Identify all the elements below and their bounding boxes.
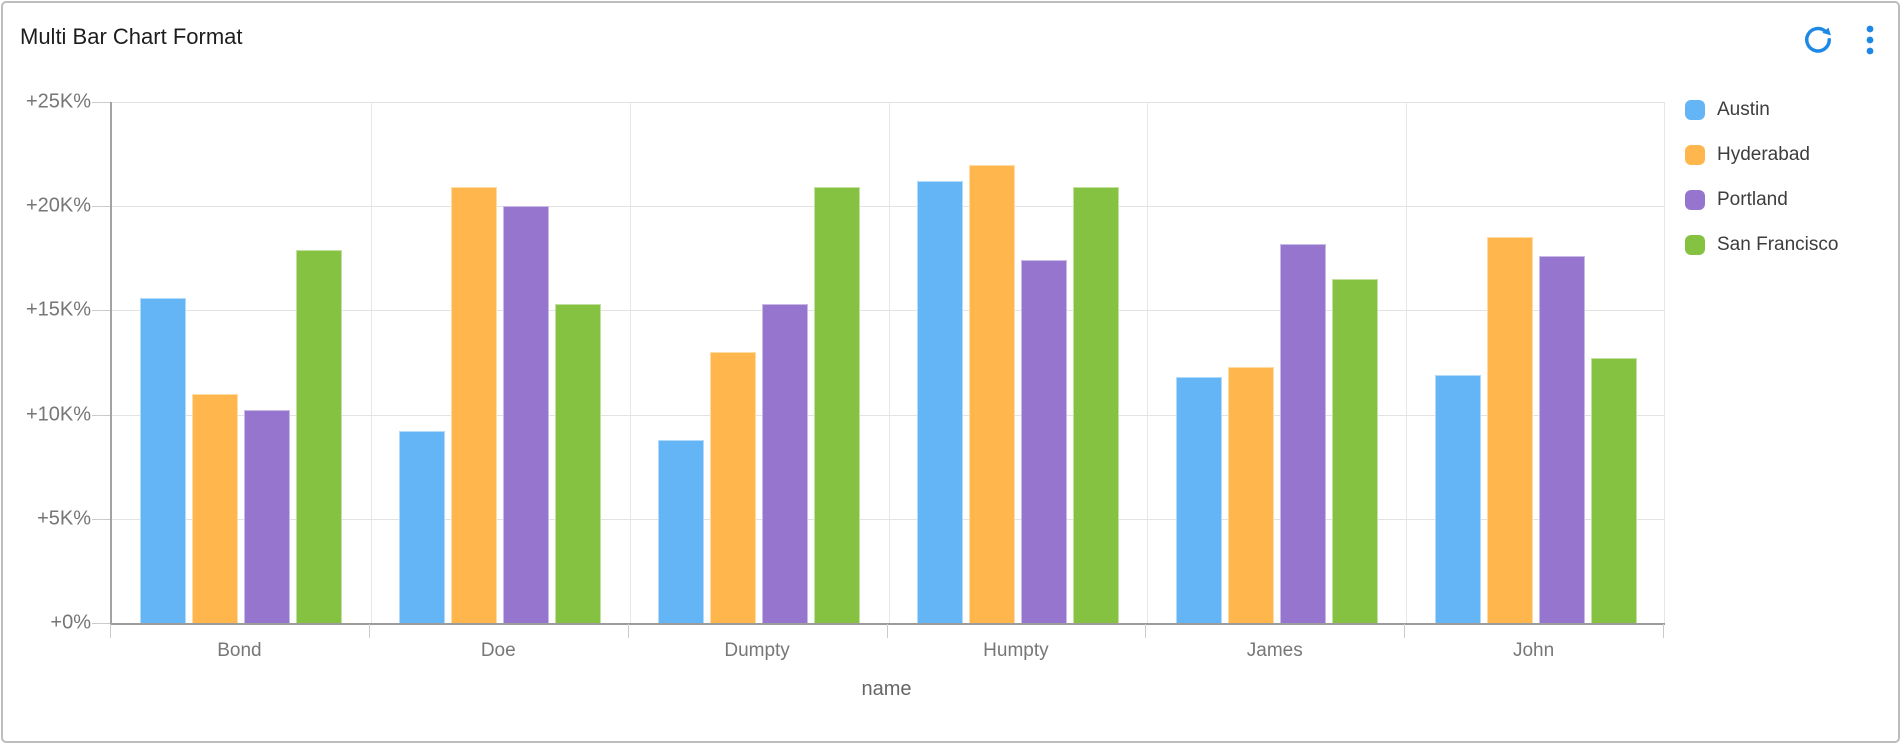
bar-san-francisco-doe[interactable] <box>555 304 602 623</box>
bar-hyderabad-doe[interactable] <box>451 187 498 623</box>
bar-portland-james[interactable] <box>1279 243 1326 623</box>
category-split-line <box>1147 102 1149 623</box>
y-axis-tick-label: +20K% <box>25 194 91 217</box>
bar-group-bond <box>112 102 371 623</box>
bar-san-francisco-james[interactable] <box>1331 279 1378 623</box>
bar-portland-doe[interactable] <box>503 206 550 623</box>
category-split-line <box>1406 102 1408 623</box>
y-axis-tick-label: +5K% <box>37 507 91 530</box>
x-axis-category-label: John <box>1512 640 1555 661</box>
x-axis-category-label: James <box>1246 640 1303 661</box>
bar-san-francisco-bond[interactable] <box>296 249 343 623</box>
x-axis-title: name <box>861 678 912 700</box>
refresh-icon <box>1805 26 1831 53</box>
bar-portland-john[interactable] <box>1538 256 1585 623</box>
x-axis-tick <box>1404 624 1406 638</box>
bar-group-dumpty <box>630 102 889 623</box>
bar-hyderabad-humpty[interactable] <box>968 164 1015 623</box>
kebab-menu-icon <box>1866 25 1874 55</box>
legend: Austin Hyderabad Portland San Francisco <box>1685 99 1838 279</box>
bar-group-doe <box>371 102 630 623</box>
bar-hyderabad-bond[interactable] <box>192 393 239 623</box>
x-axis-category-label: Dumpty <box>724 640 790 661</box>
bar-portland-humpty[interactable] <box>1020 260 1067 623</box>
bar-austin-john[interactable] <box>1434 375 1481 623</box>
legend-label: San Francisco <box>1717 234 1839 255</box>
x-axis-tick <box>1663 624 1664 638</box>
x-axis-tick <box>627 624 629 638</box>
bar-portland-dumpty[interactable] <box>762 304 809 623</box>
bar-group-john <box>1406 102 1665 623</box>
bar-austin-dumpty[interactable] <box>658 439 705 623</box>
category-split-line <box>888 102 890 623</box>
x-axis-category-label: Humpty <box>983 640 1049 661</box>
y-axis-tick-label: +10K% <box>25 403 91 426</box>
legend-swatch-icon <box>1685 100 1705 120</box>
y-axis-tick <box>92 310 110 312</box>
category-split-line <box>370 102 372 623</box>
category-split-line <box>1664 102 1665 623</box>
y-axis-tick <box>92 623 110 624</box>
bar-san-francisco-dumpty[interactable] <box>814 187 861 623</box>
more-options-button[interactable] <box>1855 20 1885 60</box>
bar-hyderabad-james[interactable] <box>1227 366 1274 623</box>
legend-label: Austin <box>1717 99 1770 120</box>
x-axis-category-label: Doe <box>480 640 516 661</box>
x-axis-tick <box>368 624 370 638</box>
bar-austin-james[interactable] <box>1175 377 1222 623</box>
x-axis-tick <box>110 624 111 638</box>
y-axis-tick <box>92 518 110 520</box>
legend-label: Portland <box>1717 189 1788 210</box>
y-axis-tick <box>92 102 110 103</box>
bar-san-francisco-john[interactable] <box>1590 358 1637 623</box>
bar-austin-humpty[interactable] <box>916 181 963 623</box>
y-axis-tick-label: +0% <box>50 611 91 634</box>
legend-swatch-icon <box>1685 235 1705 255</box>
y-axis-tick-label: +15K% <box>25 298 91 321</box>
legend-swatch-icon <box>1685 190 1705 210</box>
legend-swatch-icon <box>1685 145 1705 165</box>
bar-hyderabad-john[interactable] <box>1486 237 1533 623</box>
x-axis-tick <box>886 624 888 638</box>
legend-item-san-francisco[interactable]: San Francisco <box>1685 234 1838 256</box>
bar-hyderabad-dumpty[interactable] <box>710 352 757 623</box>
y-axis-tick <box>92 206 110 208</box>
plot-area <box>110 102 1665 625</box>
legend-item-austin[interactable]: Austin <box>1685 99 1838 121</box>
y-axis-tick <box>92 414 110 416</box>
bar-austin-bond[interactable] <box>140 297 187 623</box>
refresh-button[interactable] <box>1800 20 1836 58</box>
bar-san-francisco-humpty[interactable] <box>1072 187 1119 623</box>
legend-item-hyderabad[interactable]: Hyderabad <box>1685 144 1838 166</box>
legend-label: Hyderabad <box>1717 144 1810 165</box>
x-axis-tick <box>1145 624 1147 638</box>
bar-group-james <box>1147 102 1406 623</box>
y-axis-tick-label: +25K% <box>25 90 91 113</box>
bar-austin-doe[interactable] <box>399 431 446 623</box>
x-axis-category-label: Bond <box>217 640 262 661</box>
category-split-line <box>629 102 631 623</box>
page-title: Multi Bar Chart Format <box>20 24 243 49</box>
bar-portland-bond[interactable] <box>244 410 291 623</box>
legend-item-portland[interactable]: Portland <box>1685 189 1838 211</box>
bar-group-humpty <box>889 102 1148 623</box>
